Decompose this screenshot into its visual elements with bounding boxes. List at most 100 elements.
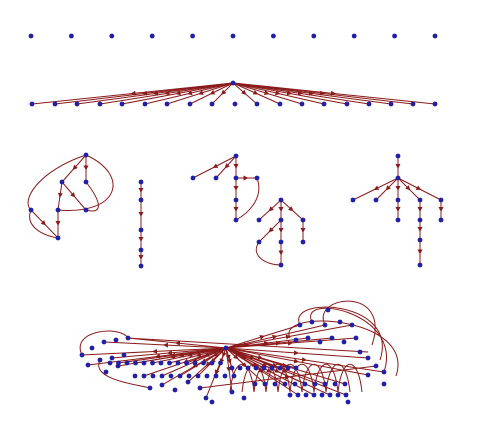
star-edge — [76, 82, 234, 105]
star-leaf-node — [232, 101, 238, 107]
cluster-node — [292, 381, 298, 387]
star-leaf-node — [119, 101, 125, 107]
isolated-node — [351, 33, 357, 39]
graph-edge — [215, 155, 237, 179]
isolated-node — [149, 33, 155, 39]
star-leaf-node — [254, 101, 260, 107]
cluster-node — [197, 385, 203, 391]
left-tree-node — [138, 197, 144, 203]
right-tree-node — [417, 217, 423, 223]
star-leaf-node — [52, 101, 58, 107]
cluster-node — [305, 335, 311, 341]
isolated-node — [230, 33, 236, 39]
isolated-node — [392, 33, 397, 39]
star-edge — [232, 82, 436, 105]
isolated-node — [271, 33, 276, 39]
right-tree-node — [417, 237, 423, 243]
middle-tree-node — [233, 153, 239, 159]
cluster-node — [341, 339, 347, 345]
cluster-node — [222, 373, 228, 379]
star-leaf-node — [277, 101, 283, 107]
cluster-node — [121, 352, 127, 358]
cluster-node — [329, 335, 335, 341]
graph-edge-curved — [27, 154, 87, 211]
star-leaf-node — [388, 101, 394, 107]
cluster-edge — [187, 347, 227, 383]
left-tree-node — [138, 247, 144, 253]
cluster-node — [245, 365, 251, 371]
cluster-node — [124, 360, 130, 366]
star-edge — [144, 82, 234, 105]
cluster-hub-node — [223, 345, 229, 351]
cluster-edge — [152, 347, 227, 364]
star-edge — [232, 82, 348, 105]
cluster-node — [277, 365, 283, 371]
middle-tree-node — [300, 217, 306, 223]
cluster-node — [349, 322, 355, 328]
star-leaf-node — [187, 101, 193, 107]
graph-edge — [258, 199, 282, 221]
cluster-node — [113, 337, 119, 343]
middle-tree-node — [233, 175, 239, 181]
cluster-edge — [199, 365, 377, 389]
cluster-node — [342, 381, 348, 387]
cluster-node — [322, 381, 328, 387]
cluster-node — [365, 372, 371, 378]
star-leaf-node — [321, 101, 327, 107]
cluster-edge — [103, 341, 227, 349]
cluster-loop-edge — [322, 300, 376, 346]
cluster-loop-edge — [288, 320, 399, 377]
cluster-node — [365, 355, 371, 361]
graph-edge — [30, 209, 59, 239]
cluster-node — [204, 373, 210, 379]
cluster-node — [319, 392, 325, 398]
cluster-node — [261, 365, 267, 371]
star-leaf-node — [344, 101, 350, 107]
star-leaf-node — [299, 101, 305, 107]
middle-tree-node — [233, 217, 239, 223]
star-edge — [232, 82, 325, 105]
star-edge — [189, 82, 234, 105]
cluster-node — [89, 345, 95, 351]
left-tree-node — [138, 263, 144, 269]
middle-tree-node — [254, 175, 260, 181]
cluster-node — [141, 373, 147, 379]
cluster-node — [150, 360, 155, 366]
star-leaf-node — [366, 101, 372, 107]
middle-tree-node — [278, 239, 284, 245]
cluster-node — [101, 339, 107, 345]
cluster-node — [218, 360, 223, 366]
graph-edge — [57, 181, 63, 211]
cluster-node — [241, 395, 247, 401]
cluster-node — [229, 365, 235, 371]
graph-edge-curved — [57, 154, 114, 211]
graph-edge-curved — [85, 181, 99, 212]
cluster-node — [322, 322, 328, 328]
cluster-node — [287, 392, 293, 398]
cluster-node — [343, 392, 349, 398]
cluster-node — [147, 385, 153, 391]
cluster-node — [150, 373, 156, 379]
cluster-node — [201, 360, 206, 366]
cluster-node — [285, 365, 291, 371]
graph-edge-curved — [255, 241, 282, 266]
cluster-node — [272, 381, 278, 387]
cluster-edge — [225, 347, 347, 396]
left-tree-node — [59, 179, 65, 185]
cluster-node — [116, 360, 121, 366]
cluster-node — [317, 339, 323, 345]
cluster-edge — [225, 347, 346, 385]
left-tree-node — [138, 179, 144, 185]
cluster-node — [192, 360, 198, 366]
cluster-node — [184, 360, 189, 366]
cluster-edge — [205, 347, 227, 399]
cluster-node — [213, 373, 219, 379]
cluster-node — [97, 357, 103, 363]
cluster-node — [125, 335, 131, 341]
cluster-node — [141, 360, 147, 366]
cluster-node — [172, 387, 178, 393]
cluster-node — [229, 389, 235, 395]
middle-tree-node — [233, 197, 239, 203]
star-leaf-node — [74, 101, 80, 107]
cluster-node — [132, 373, 138, 379]
